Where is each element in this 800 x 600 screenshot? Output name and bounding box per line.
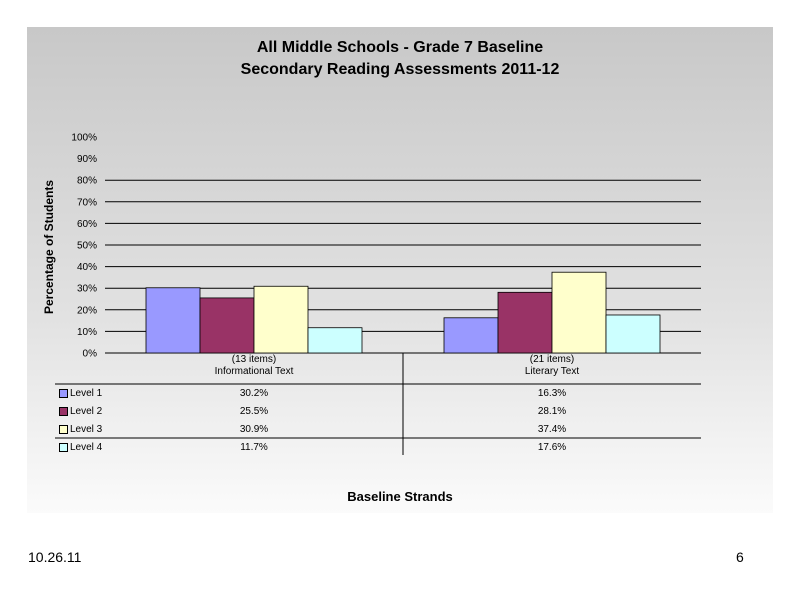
y-tick-label: 30% bbox=[77, 284, 97, 295]
legend-entry: Level 4 bbox=[59, 442, 102, 453]
chart-panel: All Middle Schools - Grade 7 Baseline Se… bbox=[27, 27, 773, 513]
y-tick-label: 100% bbox=[71, 133, 97, 144]
series-name: Level 4 bbox=[70, 442, 103, 453]
table-row: Level 1 30.2% 16.3% bbox=[55, 385, 701, 403]
data-label: 30.9% bbox=[239, 424, 269, 435]
bar bbox=[199, 297, 255, 354]
series-name: Level 1 bbox=[70, 388, 103, 399]
chart-title: All Middle Schools - Grade 7 Baseline bbox=[256, 39, 544, 56]
y-tick-label: 50% bbox=[77, 241, 97, 252]
y-tick-label: 90% bbox=[77, 154, 97, 165]
legend-swatch bbox=[59, 442, 68, 452]
y-tick-label: 40% bbox=[77, 262, 97, 273]
bar bbox=[551, 271, 607, 354]
bar bbox=[497, 291, 553, 354]
data-label: 17.6% bbox=[537, 442, 567, 453]
y-tick-label: 80% bbox=[77, 176, 97, 187]
bar bbox=[307, 327, 363, 354]
table-row: Level 2 25.5% 28.1% bbox=[55, 403, 701, 421]
data-label: 11.7% bbox=[240, 442, 268, 453]
data-label: 16.3% bbox=[537, 388, 567, 399]
chart-subtitle: Secondary Reading Assessments 2011-12 bbox=[240, 61, 560, 78]
bar bbox=[605, 314, 661, 354]
series-name: Level 3 bbox=[70, 424, 103, 435]
legend-swatch bbox=[59, 406, 68, 416]
category-item-count: (13 items) bbox=[231, 354, 277, 365]
y-axis-label: Percentage of Students bbox=[42, 180, 56, 314]
category-label: (13 items) Informational Text bbox=[164, 351, 344, 381]
bar-plot: 0% 10% 20% 30% 40% 50% 60% 70% 80% 90% 100% Percent… bbox=[42, 133, 701, 455]
legend-entry: Level 3 bbox=[59, 424, 102, 435]
legend-entry: Level 1 bbox=[59, 388, 102, 399]
bar bbox=[145, 287, 201, 354]
y-tick-label: 60% bbox=[77, 219, 97, 230]
y-tick-label: 10% bbox=[77, 327, 97, 338]
page-number: 6 bbox=[736, 549, 744, 565]
table-row: Level 4 11.7% 17.6% bbox=[55, 439, 701, 457]
y-tick-label: 0% bbox=[83, 349, 98, 360]
category-label: (21 items) Literary Text bbox=[462, 351, 642, 381]
table-row: Level 3 30.9% 37.4% bbox=[55, 421, 701, 439]
series-name: Level 2 bbox=[70, 406, 103, 417]
legend-swatch bbox=[59, 388, 68, 398]
y-tick-label: 20% bbox=[77, 305, 97, 316]
data-label: 25.5% bbox=[239, 406, 269, 417]
legend-swatch bbox=[59, 424, 68, 434]
data-label: 30.2% bbox=[239, 388, 269, 399]
category-item-count: (21 items) bbox=[529, 354, 575, 365]
category-name: Informational Text bbox=[214, 366, 294, 377]
bar bbox=[253, 285, 309, 354]
data-label: 28.1% bbox=[537, 406, 567, 417]
footer-date: 10.26.11 bbox=[28, 549, 82, 565]
x-axis-label: Baseline Strands bbox=[347, 489, 453, 504]
bar bbox=[443, 317, 499, 354]
data-label: 37.4% bbox=[537, 424, 567, 435]
y-tick-label: 70% bbox=[77, 197, 97, 208]
category-name: Literary Text bbox=[524, 366, 580, 377]
legend-entry: Level 2 bbox=[59, 406, 102, 417]
